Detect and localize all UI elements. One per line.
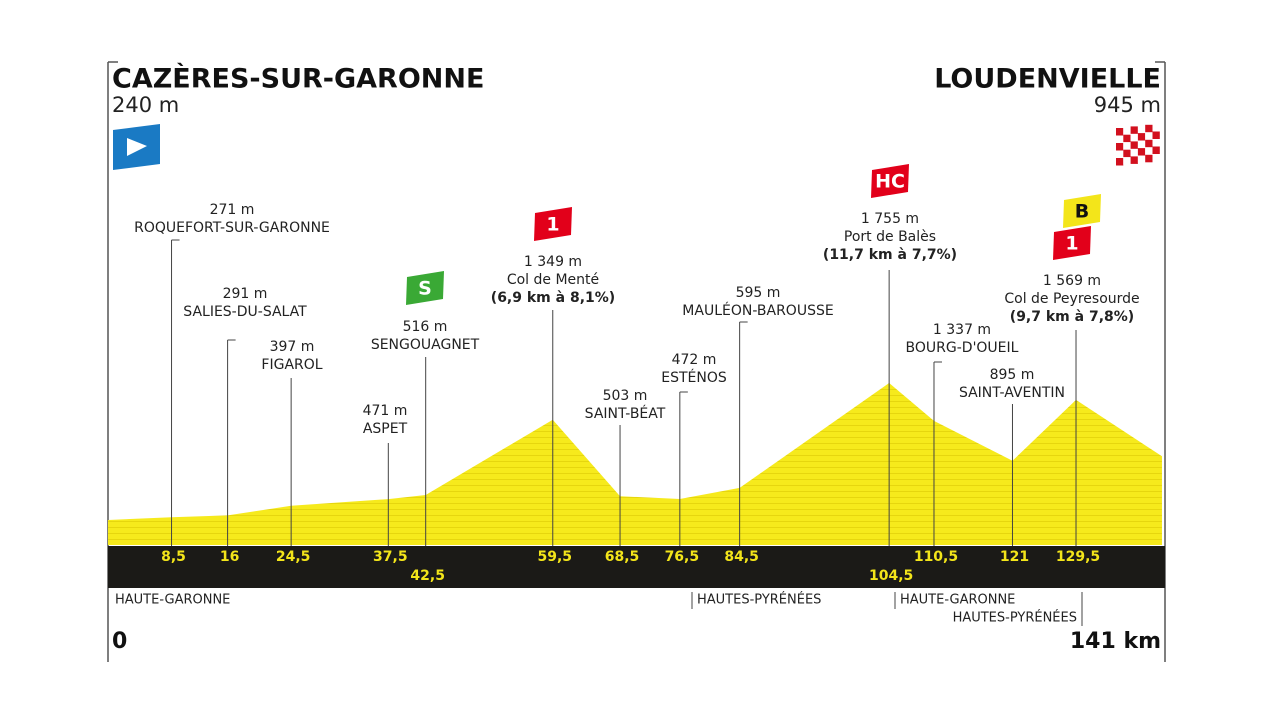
climb-badge-label: HC (875, 171, 905, 193)
climb-detail: (6,9 km à 8,1%) (491, 290, 615, 306)
finish-flag-square (1130, 126, 1138, 134)
region-label: HAUTE-GARONNE (115, 593, 230, 608)
waypoint-name: SALIES-DU-SALAT (183, 304, 307, 320)
climb-badge (534, 207, 572, 241)
finish-flag-square (1116, 150, 1124, 158)
finish-flag-square (1145, 124, 1153, 133)
waypoint-altitude: 471 m (363, 403, 408, 419)
finish-flag-square (1123, 142, 1131, 150)
km-label: 24,5 (276, 549, 311, 565)
finish-flag-square (1116, 158, 1124, 166)
km-label: 16 (220, 549, 239, 565)
finish-flag-square (1152, 124, 1160, 132)
climb-badge (871, 164, 909, 198)
finish-flag-square (1137, 155, 1146, 164)
km-label: 84,5 (724, 549, 759, 565)
waypoint-altitude: 516 m (403, 319, 448, 335)
region-label: HAUTE-GARONNE (900, 593, 1015, 608)
finish-altitude: 945 m (1094, 93, 1161, 117)
km-axis-band (108, 546, 1165, 588)
climb-badge-label: 1 (1065, 233, 1078, 255)
finish-flag-square (1152, 154, 1160, 162)
waypoint-altitude: 1 349 m (524, 254, 582, 270)
finish-flag-square (1123, 127, 1131, 135)
finish-flag-square (1123, 134, 1131, 143)
waypoint-name: ASPET (363, 421, 408, 437)
km-label: 110,5 (914, 549, 958, 565)
km-label: 121 (1000, 549, 1029, 565)
waypoint-name: BOURG-D'OUEIL (906, 340, 1019, 356)
finish-flag-square (1130, 156, 1138, 164)
km-label: 104,5 (869, 568, 913, 584)
waypoint-altitude: 1 755 m (861, 211, 919, 227)
waypoint-altitude: 1 569 m (1043, 273, 1101, 289)
waypoint-altitude: 397 m (270, 339, 315, 355)
climb-detail: (11,7 km à 7,7%) (823, 247, 957, 263)
finish-flag-square (1152, 131, 1160, 139)
waypoint-altitude: 472 m (672, 352, 717, 368)
bonus-badge (1063, 194, 1101, 228)
finish-flag-square (1137, 140, 1146, 149)
sprint-badge (406, 271, 444, 305)
finish-flag-square (1130, 148, 1138, 157)
start-km: 0 (112, 629, 127, 654)
finish-flag (1116, 124, 1160, 166)
waypoint-name: MAULÉON-BAROUSSE (682, 302, 833, 319)
finish-flag-square (1152, 146, 1160, 154)
bonus-badge-label: B (1075, 201, 1089, 223)
waypoint-name: Port de Balès (844, 229, 936, 245)
start-altitude: 240 m (112, 93, 179, 117)
km-label: 8,5 (161, 549, 186, 565)
km-label: 42,5 (410, 568, 445, 584)
finish-flag-square (1123, 149, 1131, 158)
waypoint-name: Col de Menté (507, 272, 599, 288)
finish-flag-square (1152, 139, 1160, 147)
finish-flag-square (1137, 125, 1146, 134)
km-label: 129,5 (1056, 549, 1100, 565)
waypoint-name: SENGOUAGNET (371, 337, 480, 353)
finish-km: 141 km (1070, 629, 1161, 654)
start-arrow (127, 138, 147, 156)
region-label: HAUTES-PYRÉNÉES (953, 610, 1077, 626)
finish-flag-square (1145, 132, 1153, 140)
waypoint-altitude: 271 m (210, 202, 255, 218)
finish-flag-square (1137, 148, 1146, 156)
waypoint-name: Col de Peyresourde (1004, 291, 1139, 307)
finish-flag-square (1130, 133, 1138, 142)
finish-flag-square (1137, 133, 1146, 141)
waypoint-altitude: 895 m (990, 367, 1035, 383)
finish-flag-square (1116, 128, 1124, 136)
waypoint-name: SAINT-BÉAT (585, 405, 666, 422)
finish-flag-square (1145, 147, 1153, 155)
finish-flag-square (1145, 154, 1153, 163)
region-label: HAUTES-PYRÉNÉES (697, 592, 821, 608)
start-name: CAZÈRES-SUR-GARONNE (112, 63, 484, 95)
waypoint-altitude: 1 337 m (933, 322, 991, 338)
finish-flag-square (1145, 139, 1153, 148)
elevation-profile (108, 383, 1162, 545)
sprint-badge-label: S (418, 278, 432, 300)
waypoint-name: ROQUEFORT-SUR-GARONNE (134, 220, 330, 236)
finish-flag-square (1130, 141, 1138, 149)
finish-flag-square (1123, 157, 1131, 165)
km-label: 37,5 (373, 549, 408, 565)
climb-badge (1053, 226, 1091, 260)
km-label: 59,5 (537, 549, 572, 565)
waypoint-name: SAINT-AVENTIN (959, 385, 1065, 401)
waypoint-altitude: 595 m (736, 285, 781, 301)
climb-badge-label: 1 (546, 214, 559, 236)
waypoint-altitude: 503 m (603, 388, 648, 404)
km-label: 76,5 (665, 549, 700, 565)
waypoint-name: ESTÉNOS (661, 369, 727, 386)
waypoint-name: FIGAROL (261, 357, 322, 373)
finish-flag-square (1116, 135, 1124, 143)
waypoint-altitude: 291 m (223, 286, 268, 302)
climb-detail: (9,7 km à 7,8%) (1010, 309, 1134, 325)
finish-name: LOUDENVIELLE (934, 64, 1161, 95)
finish-flag-square (1116, 143, 1124, 151)
km-label: 68,5 (605, 549, 640, 565)
